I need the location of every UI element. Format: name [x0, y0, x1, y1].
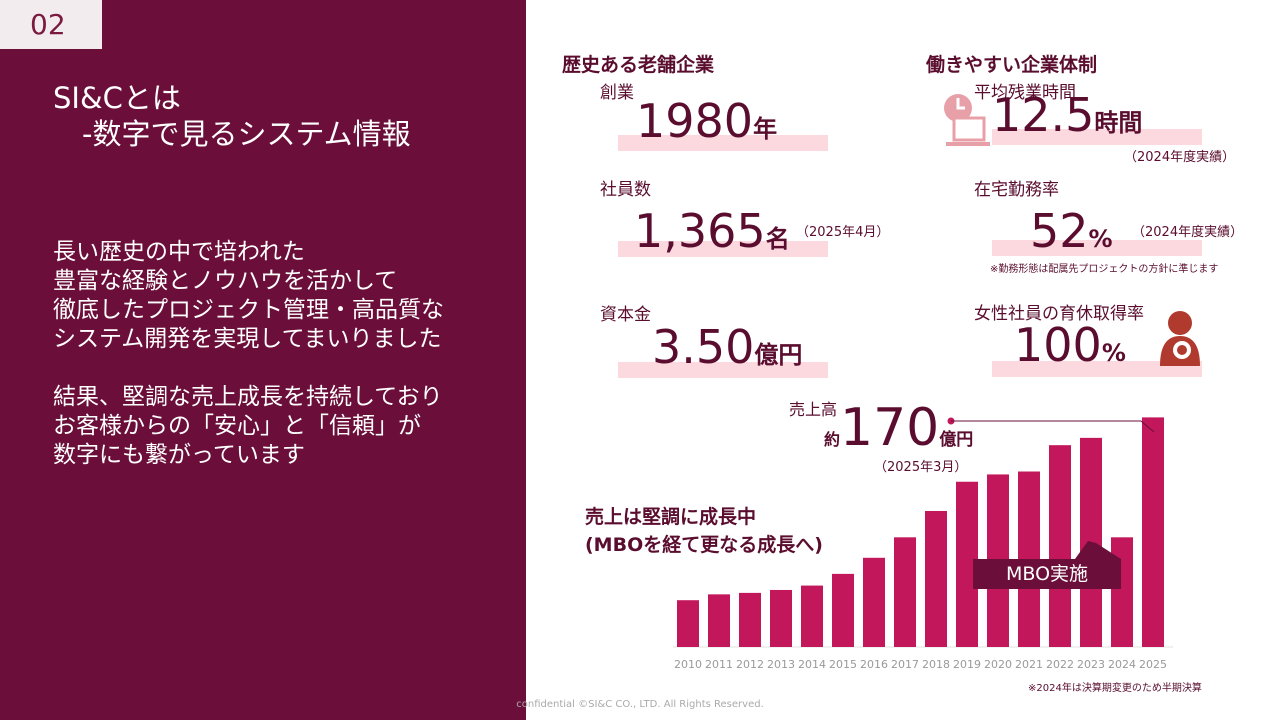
title-line-2: -数字で見るシステム情報: [53, 117, 411, 151]
xticks-group: 2010 2011 2012 2013 2014 2015 2016 2017 2018 2019…: [674, 658, 1167, 671]
bar-2010: [677, 600, 699, 647]
clock-computer-icon: [944, 94, 990, 146]
overtime-label: 平均残業時間: [974, 83, 1076, 103]
x-tick-label: 2020: [984, 658, 1012, 671]
intro-line: 長い歴史の中で培われた: [53, 239, 305, 265]
bar-2015: [832, 573, 854, 647]
overtime-unit: 時間: [1094, 109, 1143, 137]
founded-highlight: [618, 135, 828, 151]
mbo-callout-pointer: [1075, 541, 1121, 559]
bar-2014: [801, 585, 823, 647]
x-tick-label: 2011: [705, 658, 733, 671]
employees-label: 社員数: [600, 180, 651, 200]
section-history-heading: 歴史ある老舗企業: [562, 54, 715, 76]
remote-footnote: ※勤務形態は配属先プロジェクトの方針に準じます: [990, 264, 1219, 275]
x-tick-label: 2016: [860, 658, 888, 671]
x-tick-label: 2024: [1108, 658, 1136, 671]
x-tick-label: 2017: [891, 658, 919, 671]
bar-2017: [894, 537, 916, 647]
page-number-badge: 02: [0, 0, 102, 49]
sales-number: 170: [840, 398, 940, 458]
x-tick-label: 2014: [798, 658, 826, 671]
slide-title: SI&Cとは -数字で見るシステム情報: [53, 80, 411, 152]
x-tick-label: 2025: [1139, 658, 1167, 671]
intro-line: システム開発を実現してまいりました: [53, 326, 442, 352]
x-tick-label: 2010: [674, 658, 702, 671]
childcare-value: 100%: [1014, 320, 1126, 378]
x-tick-label: 2013: [767, 658, 795, 671]
left-panel: [0, 0, 526, 720]
overtime-note: （2024年度実績）: [1124, 150, 1236, 165]
bar-2013: [770, 589, 792, 647]
x-tick-label: 2012: [736, 658, 764, 671]
childcare-unit: %: [1101, 339, 1126, 367]
bar-2011: [708, 594, 730, 647]
employees-number: 1,365: [634, 204, 766, 258]
remote-number: 52: [1030, 204, 1089, 258]
intro-line: お客様からの「安心」と「信頼」が: [53, 413, 421, 439]
bar-2024: [1111, 537, 1133, 647]
chart-title-line: (MBOを経て更なる成長へ): [585, 534, 823, 556]
sales-value: 約170億円: [824, 400, 973, 468]
chart-title-line: 売上は堅調に成長中: [585, 506, 757, 528]
remote-note: （2024年度実績）: [1132, 225, 1244, 240]
bar-2022: [1049, 445, 1071, 647]
x-tick-label: 2018: [922, 658, 950, 671]
bar-2025: [1142, 417, 1164, 647]
chart-title: 売上は堅調に成長中 (MBOを経て更なる成長へ): [585, 503, 823, 559]
mbo-callout: MBO実施: [973, 559, 1121, 589]
founded-number: 1980: [636, 94, 754, 148]
employees-note: （2025年4月）: [796, 225, 890, 240]
remote-label: 在宅勤務率: [974, 180, 1059, 200]
x-tick-label: 2019: [953, 658, 981, 671]
remote-unit: %: [1088, 225, 1113, 253]
intro-text: 長い歴史の中で培われた 豊富な経験とノウハウを活かして 徹底したプロジェクト管理…: [53, 238, 444, 470]
mother-child-icon: [1160, 311, 1200, 366]
bar-2012: [739, 592, 761, 647]
childcare-highlight: [992, 361, 1202, 377]
remote-value: 52%: [1030, 206, 1113, 264]
title-line-1: SI&Cとは: [53, 81, 181, 115]
childcare-label: 女性社員の育休取得率: [974, 304, 1144, 324]
x-tick-label: 2015: [829, 658, 857, 671]
capital-number: 3.50: [652, 320, 755, 374]
capital-value: 3.50億円: [652, 322, 802, 380]
intro-line: 結果、堅調な売上成長を持続しており: [53, 384, 443, 410]
sales-label: 売上高: [789, 400, 838, 419]
sales-date: （2025年3月）: [874, 460, 968, 475]
sales-callout-line: [951, 420, 1155, 433]
employees-value: 1,365名: [634, 206, 790, 264]
intro-line: 徹底したプロジェクト管理・高品質な: [53, 297, 444, 323]
childcare-number: 100: [1014, 318, 1102, 372]
overtime-number: 12.5: [992, 88, 1095, 142]
capital-label: 資本金: [600, 305, 651, 325]
chart-footnote: ※2024年は決算期変更のため半期決算: [1028, 683, 1202, 694]
sales-unit: 億円: [939, 430, 974, 450]
founded-unit: 年: [753, 115, 778, 143]
overtime-value: 12.5時間: [992, 90, 1142, 148]
section-workstyle-heading: 働きやすい企業体制: [926, 54, 1098, 76]
capital-highlight: [618, 362, 828, 378]
remote-highlight: [992, 240, 1202, 256]
capital-unit: 億円: [754, 341, 803, 369]
bars-group: [673, 417, 1173, 648]
x-tick-label: 2023: [1077, 658, 1105, 671]
sales-prefix: 約: [824, 430, 841, 449]
employees-unit: 名: [765, 225, 790, 253]
overtime-highlight: [992, 129, 1202, 145]
employees-highlight: [618, 241, 828, 257]
intro-line: 数字にも繋がっています: [53, 442, 305, 468]
intro-line: 豊富な経験とノウハウを活かして: [53, 268, 398, 294]
x-tick-label: 2022: [1046, 658, 1074, 671]
footer-copyright: confidential ©SI&C CO., LTD. All Rights …: [516, 699, 764, 710]
x-tick-label: 2021: [1015, 658, 1043, 671]
bar-2019: [956, 481, 978, 647]
founded-label: 創業: [600, 83, 634, 103]
bar-2016: [863, 557, 885, 647]
founded-value: 1980年: [636, 96, 777, 154]
bar-2018: [925, 510, 947, 647]
